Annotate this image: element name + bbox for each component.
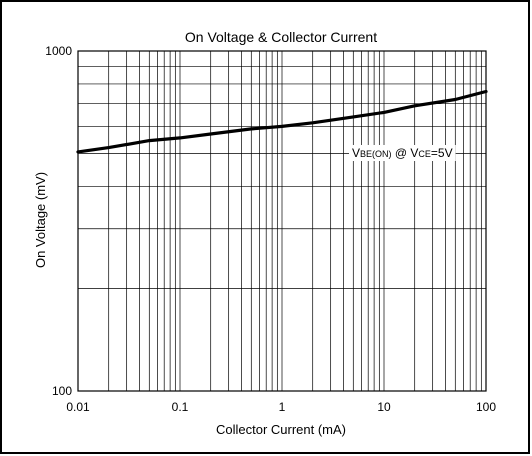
- x-tick-label: 10: [377, 400, 391, 414]
- annotation-layer: VBE(ON) @ VCE=5V: [349, 145, 456, 161]
- y-tick-label: 1000: [45, 44, 72, 58]
- annotation-part: CE: [418, 149, 431, 159]
- y-tick-label: 100: [52, 384, 72, 398]
- annotation-background: [349, 145, 456, 161]
- annotation-part: V: [352, 146, 360, 160]
- annotation-label: VBE(ON) @ VCE=5V: [352, 146, 453, 160]
- annotation-part: =5V: [431, 146, 453, 160]
- x-tick-label: 0.01: [66, 400, 90, 414]
- plot-border: [77, 50, 487, 392]
- annotation-part: @ V: [392, 146, 419, 160]
- series-layer: [76, 89, 488, 154]
- y-axis-label: On Voltage (mV): [33, 172, 48, 268]
- series-line: [76, 89, 488, 154]
- x-tick-label: 1: [279, 400, 286, 414]
- chart-title: On Voltage & Collector Current: [185, 29, 377, 45]
- tick-labels: 0.01 0.1 1 10 100 100 1000: [45, 44, 496, 414]
- annotation-part: BE(ON): [360, 149, 392, 159]
- x-axis-label: Collector Current (mA): [216, 422, 346, 437]
- x-tick-label: 100: [476, 400, 496, 414]
- x-tick-label: 0.1: [172, 400, 189, 414]
